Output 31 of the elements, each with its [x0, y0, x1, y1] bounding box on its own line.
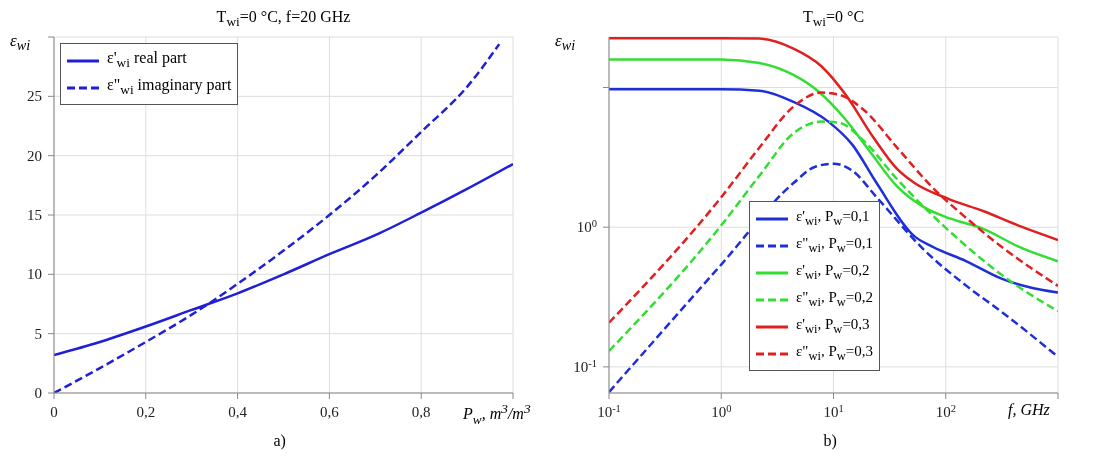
y-tick-label: 10	[27, 266, 42, 283]
x-tick-label: 0,6	[320, 404, 340, 420]
legend-label: ε'$_{wi}$, P$_{w}$=0,1	[796, 207, 870, 230]
x-axis-title: f, GHz	[1008, 401, 1050, 419]
y-tick-label: 25	[27, 88, 42, 105]
text: a)	[273, 432, 286, 450]
y-tick-label: 0	[34, 385, 42, 401]
x-tick-label: 0,2	[136, 404, 156, 420]
legend-label: ε"$_{wi}$ imaginary part	[107, 74, 232, 100]
y-axis-title: ε$_{wi}$	[555, 31, 576, 55]
x-tick-label: 0,4	[228, 404, 248, 420]
x-tick-label: 0	[50, 404, 58, 420]
y-tick-label: 15	[27, 207, 42, 223]
legend-label: ε'$_{wi}$ real part	[107, 47, 187, 73]
x-tick-label: 10$^{0}$	[711, 402, 732, 420]
x-tick-label: 0,8	[411, 404, 431, 420]
legend-label: ε"$_{wi}$, P$_{w}$=0,2	[796, 288, 874, 311]
legend-label: ε"$_{wi}$, P$_{w}$=0,3	[796, 342, 874, 365]
y-axis-title: ε$_{wi}$	[10, 31, 31, 55]
chart-title: T$_{wi}$=0 °C	[801, 8, 866, 31]
x-tick-label: 10$^{2}$	[935, 402, 956, 420]
y-tick-label: 5	[34, 325, 42, 342]
legend-label: ε'$_{wi}$, P$_{w}$=0,2	[796, 261, 870, 284]
x-tick-label: 10$^{-1}$	[597, 402, 621, 420]
legend-label: ε'$_{wi}$, P$_{w}$=0,3	[796, 315, 870, 338]
text: b)	[823, 432, 837, 450]
y-tick-label: 20	[27, 147, 42, 164]
chart-title: T$_{wi}$=0 °C, f=20 GHz	[215, 8, 352, 31]
x-tick-label: 10$^{1}$	[823, 402, 844, 420]
legend-label: ε"$_{wi}$, P$_{w}$=0,1	[796, 234, 874, 257]
x-axis-title: P$_{w}$, m$^{3}$/m$^{3}$	[463, 401, 531, 428]
